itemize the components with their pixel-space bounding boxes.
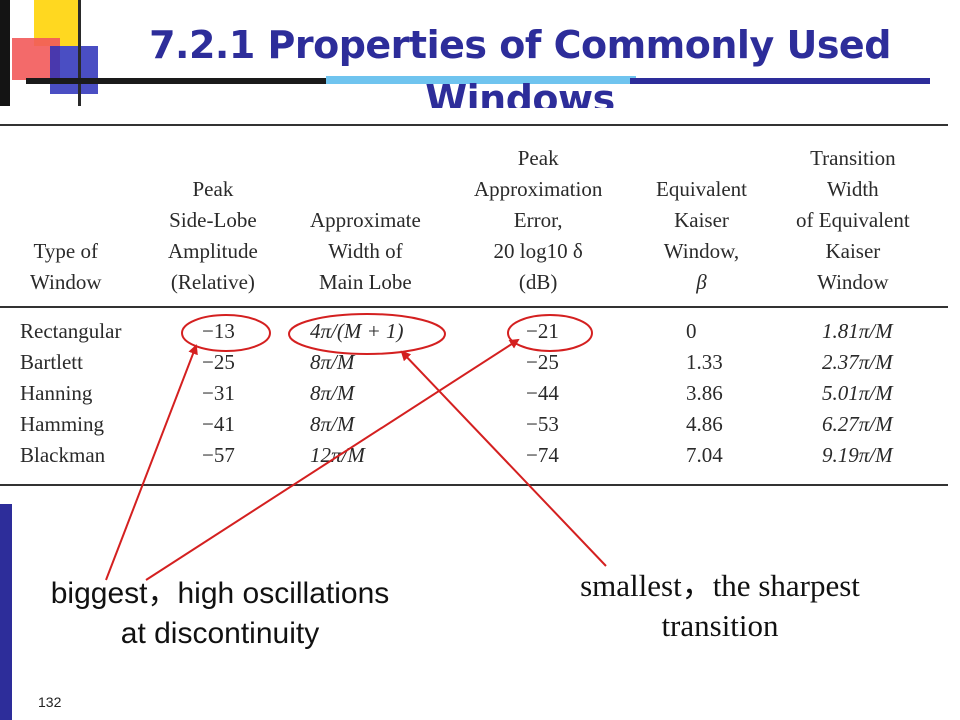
cell-side-lobe: −57	[202, 443, 235, 467]
cell-transition: 2.37π/M	[822, 350, 893, 374]
cell-transition: 1.81π/M	[822, 319, 893, 343]
cell-window: Blackman	[20, 443, 106, 467]
cell-transition: 5.01π/M	[822, 381, 893, 405]
decor-left-sidebar	[0, 504, 12, 720]
cell-error: −74	[526, 443, 559, 467]
note-biggest-side-lobe: biggest，high oscillations at discontinui…	[50, 577, 390, 650]
cell-main-lobe: 8π/M	[310, 381, 355, 405]
cell-side-lobe: −31	[202, 381, 235, 405]
decor-title-rule-navy	[630, 78, 930, 84]
circle-side-lobe	[181, 314, 271, 352]
decor-blue-square	[50, 46, 98, 94]
cell-error: −25	[526, 350, 559, 374]
cell-side-lobe: −13	[202, 319, 235, 343]
decor-title-rule-cyan	[326, 76, 636, 84]
cell-side-lobe: −25	[202, 350, 235, 374]
table-rule-top	[0, 124, 948, 126]
cell-transition: 6.27π/M	[822, 412, 893, 436]
cell-beta: 3.86	[686, 381, 723, 405]
header-transition-width: Transition Width of Equivalent Kaiser Wind…	[796, 146, 910, 294]
table-rule-header	[0, 306, 948, 308]
table-rule-bottom	[0, 484, 948, 486]
cell-window: Rectangular	[20, 319, 122, 343]
cell-main-lobe: 8π/M	[310, 412, 355, 436]
header-peak-approx-error: Peak Approximation Error, 20 log10 δ (dB)	[474, 146, 603, 294]
header-peak-side-lobe: Peak Side-Lobe Amplitude (Relative)	[168, 177, 258, 294]
cell-main-lobe: 12π/M	[310, 443, 365, 467]
cell-error: −53	[526, 412, 559, 436]
header-type-of-window: Type of Window	[30, 239, 102, 294]
cell-beta: 1.33	[686, 350, 723, 374]
decor-black-bar	[0, 0, 10, 106]
cell-beta: 7.04	[686, 443, 723, 467]
decor-title-rule-black	[26, 78, 326, 84]
cell-beta: 0	[686, 319, 697, 343]
cell-main-lobe: 4π/(M + 1)	[310, 319, 404, 343]
cell-side-lobe: −41	[202, 412, 235, 436]
circle-error	[507, 314, 593, 352]
note-smallest-transition: smallest，the sharpest transition	[580, 568, 860, 643]
cell-beta: 4.86	[686, 412, 723, 436]
page-number: 132	[38, 694, 62, 710]
cell-window: Hamming	[20, 412, 104, 436]
window-properties-table: Type of Window Peak Side-Lobe Amplitude (Re…	[0, 108, 948, 486]
cell-error: −21	[526, 319, 559, 343]
decor-thin-line	[78, 0, 81, 106]
cell-window: Hanning	[20, 381, 93, 405]
arrow-to-side-lobe	[105, 344, 198, 581]
cell-window: Bartlett	[20, 350, 83, 374]
header-main-lobe-width: Approximate Width of Main Lobe	[310, 208, 421, 294]
arrow-to-error	[145, 338, 520, 581]
arrow-to-main-lobe	[400, 350, 607, 567]
cell-error: −44	[526, 381, 559, 405]
header-kaiser-beta: Equivalent Kaiser Window, β	[656, 177, 747, 294]
cell-transition: 9.19π/M	[822, 443, 893, 467]
circle-main-lobe	[288, 313, 446, 355]
